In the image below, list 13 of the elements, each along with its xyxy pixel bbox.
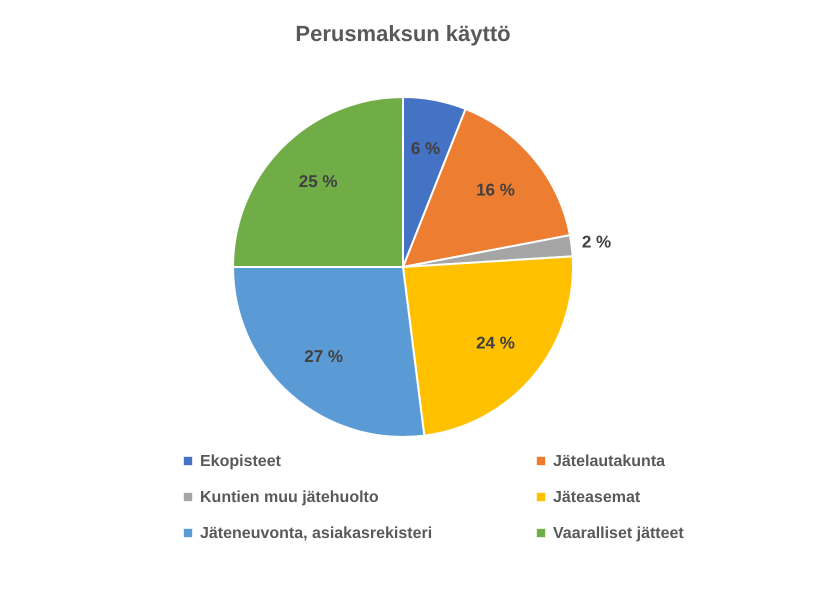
- chart-title: Perusmaksun käyttö: [295, 21, 511, 46]
- legend-label: Jätelautakunta: [553, 453, 666, 470]
- legend-label: Jäteasemat: [553, 489, 641, 506]
- data-label: 6 %: [410, 139, 440, 158]
- data-label: 24 %: [476, 333, 515, 352]
- data-label: 16 %: [476, 180, 515, 200]
- legend-label: Kuntien muu jätehuolto: [200, 489, 379, 506]
- data-label: 27 %: [304, 347, 344, 366]
- legend-label: Vaaralliset jätteet: [553, 525, 684, 542]
- data-label: 2 %: [582, 232, 612, 252]
- legend-label: Ekopisteet: [200, 453, 282, 470]
- legend-label: Jäteneuvonta, asiakasrekisteri: [200, 525, 432, 542]
- data-label: 25 %: [298, 172, 338, 192]
